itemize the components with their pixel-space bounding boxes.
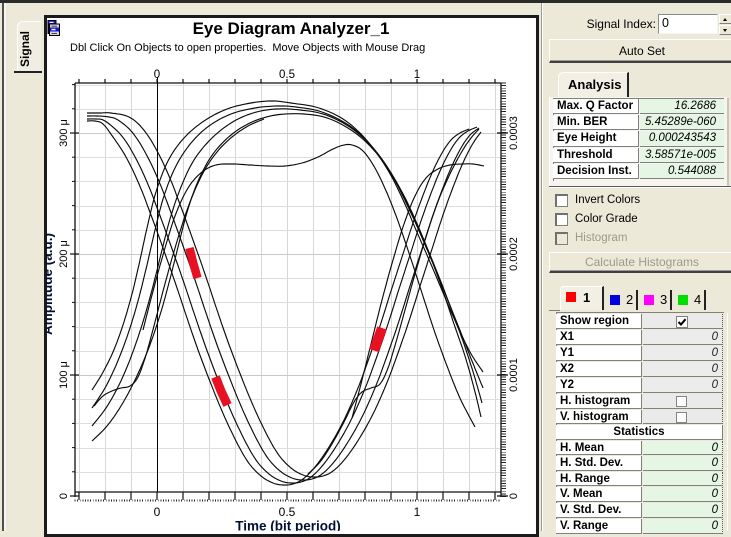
svg-text:100 μ: 100 μ [58,361,70,389]
svg-text:Time (bit period): Time (bit period) [235,519,341,532]
svg-text:1: 1 [414,69,420,81]
svg-text:Dbl Click On Objects to open p: Dbl Click On Objects to open properties.… [70,42,425,54]
svg-text:200 μ: 200 μ [58,240,70,268]
svg-text:Amplitude (a.u.): Amplitude (a.u.) [46,233,55,335]
svg-text:Eye Diagram Analyzer_1: Eye Diagram Analyzer_1 [193,19,390,38]
svg-text:0: 0 [508,493,520,499]
svg-text:0.0002: 0.0002 [508,237,520,271]
svg-text:1: 1 [414,505,421,519]
svg-text:0.5: 0.5 [279,505,296,519]
svg-text:0: 0 [58,493,70,499]
svg-text:300 μ: 300 μ [58,119,70,147]
svg-text:0.5: 0.5 [279,69,295,81]
svg-text:0: 0 [154,69,160,81]
svg-text:0.0001: 0.0001 [508,358,520,392]
svg-text:0.0003: 0.0003 [508,116,520,150]
svg-text:0: 0 [154,505,161,519]
